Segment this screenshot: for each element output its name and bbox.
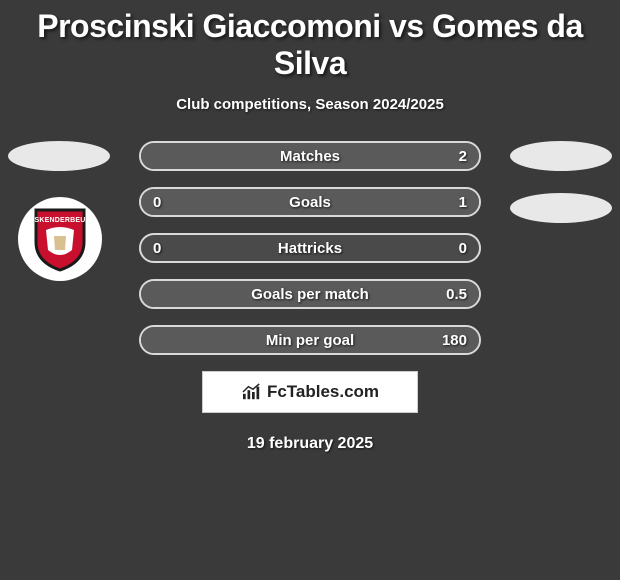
stat-bar: Min per goal180 bbox=[139, 325, 481, 355]
stat-value-right: 0 bbox=[459, 235, 467, 261]
stat-value-right: 2 bbox=[459, 143, 467, 169]
brand-box[interactable]: FcTables.com bbox=[202, 371, 418, 413]
stat-bars: Matches2Goals01Hattricks00Goals per matc… bbox=[139, 141, 481, 355]
shield-icon: SKENDERBEU bbox=[32, 206, 88, 272]
stat-bar-label: Min per goal bbox=[141, 327, 479, 353]
stat-bar-label: Hattricks bbox=[141, 235, 479, 261]
brand-text: FcTables.com bbox=[267, 382, 379, 402]
stat-bar-label: Goals bbox=[141, 189, 479, 215]
stat-value-right: 0.5 bbox=[446, 281, 467, 307]
player-right-oval-2 bbox=[510, 193, 612, 223]
stat-bar: Goals0 1 bbox=[139, 187, 481, 217]
stat-bar: Goals per match0.5 bbox=[139, 279, 481, 309]
stat-bar-label: Matches bbox=[141, 143, 479, 169]
stat-value-left: 0 bbox=[153, 235, 161, 261]
page-subtitle: Club competitions, Season 2024/2025 bbox=[0, 96, 620, 113]
stat-bar-label: Goals per match bbox=[141, 281, 479, 307]
player-right-oval-1 bbox=[510, 141, 612, 171]
chart-icon bbox=[241, 383, 263, 401]
date-text: 19 february 2025 bbox=[0, 435, 620, 453]
page-title: Proscinski Giaccomoni vs Gomes da Silva bbox=[0, 0, 620, 82]
stat-value-left: 0 bbox=[153, 189, 161, 215]
club-badge: SKENDERBEU bbox=[18, 197, 102, 281]
player-left-oval bbox=[8, 141, 110, 171]
stat-bar: Matches2 bbox=[139, 141, 481, 171]
club-badge-label: SKENDERBEU bbox=[32, 217, 88, 224]
stat-bar: Hattricks0 0 bbox=[139, 233, 481, 263]
stat-value-right: 180 bbox=[442, 327, 467, 353]
stat-value-right: 1 bbox=[459, 189, 467, 215]
comparison-panel: SKENDERBEU Matches2Goals01Hattricks00Goa… bbox=[0, 141, 620, 355]
